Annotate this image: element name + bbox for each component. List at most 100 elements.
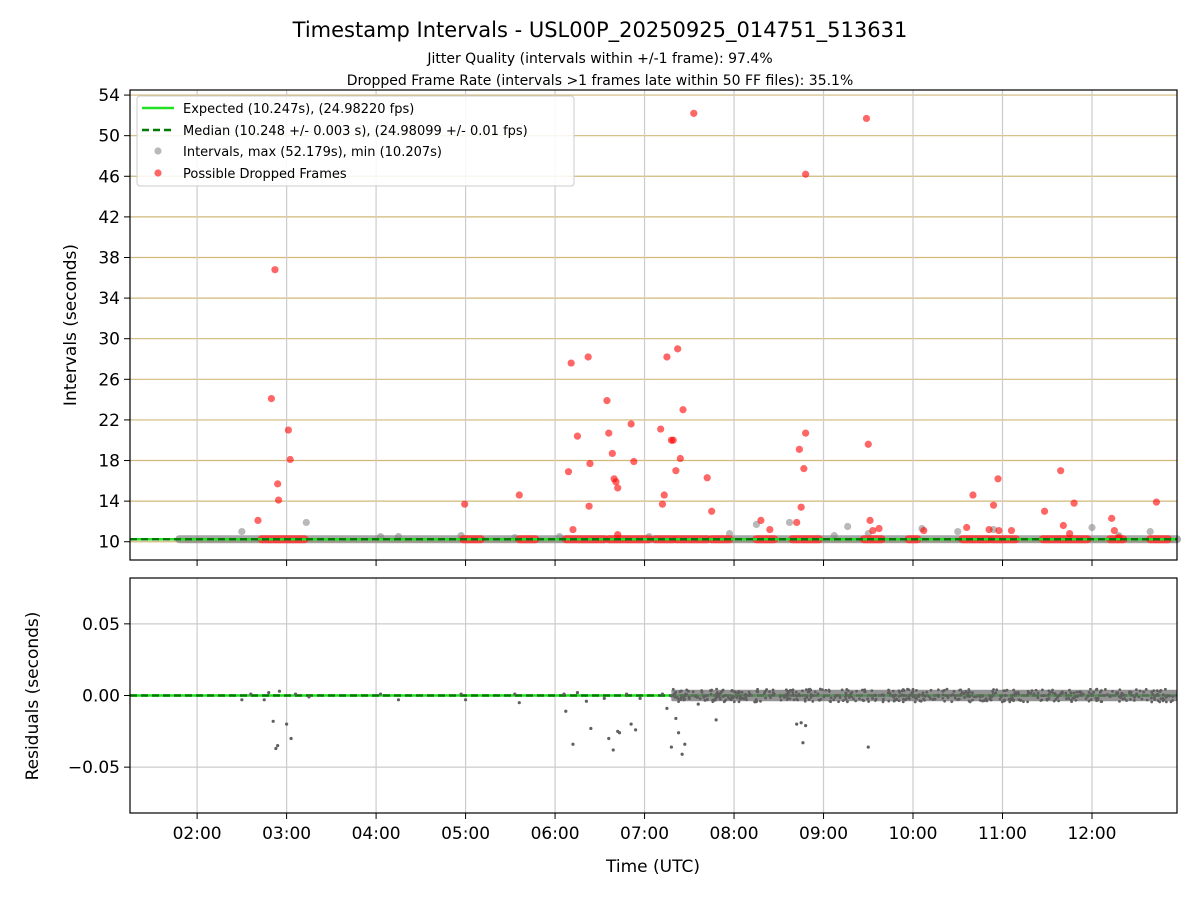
residual-noise-point (1010, 696, 1014, 700)
dropped-frame-point (603, 397, 611, 405)
residual-noise-point (1096, 696, 1100, 700)
residual-point (629, 722, 633, 726)
residual-noise-point (735, 696, 739, 700)
intervals-y-tick-label: 54 (98, 86, 120, 106)
residual-noise-point (747, 690, 751, 694)
residual-noise-point (827, 688, 831, 692)
residual-noise-point (1094, 688, 1098, 692)
residual-noise-point (703, 698, 707, 702)
dropped-frame-point (612, 478, 620, 486)
residual-noise-point (1022, 700, 1025, 704)
intervals-y-axis-label: Intervals (seconds) (61, 244, 81, 406)
residual-noise-point (685, 688, 689, 692)
residual-noise-point (804, 688, 808, 692)
residual-point (696, 702, 700, 706)
residual-noise-point (1026, 700, 1030, 704)
residual-point (562, 692, 566, 696)
residual-point (307, 695, 311, 699)
residual-noise-point (1152, 696, 1156, 700)
dropped-frame-point (1152, 498, 1161, 506)
residual-point (611, 748, 615, 752)
residual-noise-point (914, 696, 917, 700)
residual-noise-point (1064, 691, 1068, 695)
residual-noise-point (913, 700, 917, 704)
residuals-x-ticks: 02:00 03:00 04:00 05:00 06:00 07:00 08:00 09:00… (173, 813, 1116, 844)
intervals-y-tick-label: 26 (98, 370, 120, 390)
residual-noise-point (755, 689, 759, 693)
residual-noise-point (821, 688, 824, 692)
residual-noise-point (858, 697, 861, 701)
residual-noise-point (874, 693, 877, 697)
residual-noise-point (813, 690, 817, 694)
residual-noise-point (677, 700, 680, 704)
residual-noise-point (1159, 697, 1163, 701)
residual-point (665, 706, 669, 710)
residual-noise-point (673, 695, 677, 699)
dropped-frame-point (274, 480, 282, 488)
residual-noise-point (829, 696, 833, 700)
residual-point (463, 698, 468, 702)
residual-point (801, 741, 805, 745)
residual-noise-point (788, 697, 792, 701)
dropped-frame-point (676, 454, 684, 463)
residual-noise-point (745, 698, 748, 702)
residual-noise-point (1150, 700, 1154, 704)
residual-noise-point (917, 695, 920, 699)
residual-noise-point (863, 690, 867, 694)
residual-noise-point (1156, 692, 1160, 696)
dropped-frame-point (802, 170, 810, 178)
residual-noise-point (704, 694, 708, 698)
residual-noise-point (721, 688, 725, 692)
residual-noise-point (1151, 693, 1155, 696)
residual-noise-point (1144, 688, 1148, 691)
residual-noise-point (679, 696, 683, 699)
residual-noise-point (828, 699, 832, 703)
interval-point (954, 527, 962, 536)
residual-noise-point (705, 697, 709, 701)
interval-point (1088, 523, 1096, 532)
residual-noise-point (738, 695, 742, 699)
dropped-frame-point (920, 526, 928, 535)
residual-noise-point (892, 695, 896, 699)
residual-noise-point (968, 690, 971, 694)
residual-point (584, 699, 588, 703)
intervals-y-tick-label: 14 (98, 492, 120, 512)
dropped-frame-point (1007, 526, 1016, 535)
residual-noise-point (950, 693, 953, 697)
dropped-frame-point (614, 531, 622, 539)
residual-noise-point (1164, 700, 1168, 704)
residual-noise-point (936, 688, 940, 692)
intervals-y-tick-label: 22 (98, 411, 120, 431)
residual-noise-point (714, 698, 717, 702)
legend-intervals-swatch (154, 147, 162, 155)
residual-noise-point (1092, 690, 1096, 694)
residual-noise-point (803, 697, 807, 701)
residual-noise-point (999, 695, 1003, 699)
dropped-frame-point (461, 500, 469, 508)
residual-noise-point (1138, 689, 1142, 693)
residual-noise-point (1005, 688, 1009, 692)
residual-noise-point (1087, 699, 1091, 703)
residual-noise-point (1086, 695, 1090, 698)
intervals-y-tick-label: 18 (98, 452, 120, 472)
residuals-y-tick-label: 0.05 (82, 615, 120, 635)
residual-noise-point (684, 692, 687, 696)
residual-noise-point (818, 687, 822, 691)
residual-noise-point (1084, 697, 1088, 701)
residual-point (459, 692, 463, 696)
residual-noise-point (907, 688, 911, 692)
residual-noise-point (902, 693, 906, 697)
residual-noise-point (844, 697, 848, 701)
residual-noise-point (871, 697, 875, 700)
x-tick-label: 09:00 (799, 824, 848, 844)
residual-noise-point (943, 699, 947, 703)
residual-noise-point (811, 699, 815, 703)
legend: Expected (10.247s), (24.98220 fps) Media… (136, 95, 575, 187)
residual-noise-point (737, 690, 741, 693)
residual-noise-point (700, 689, 704, 692)
interval-point (844, 522, 852, 531)
residual-noise-point (854, 699, 858, 703)
intervals-y-tick-label: 34 (98, 289, 120, 309)
residual-noise-point (784, 688, 788, 692)
residual-noise-point (1125, 699, 1128, 702)
